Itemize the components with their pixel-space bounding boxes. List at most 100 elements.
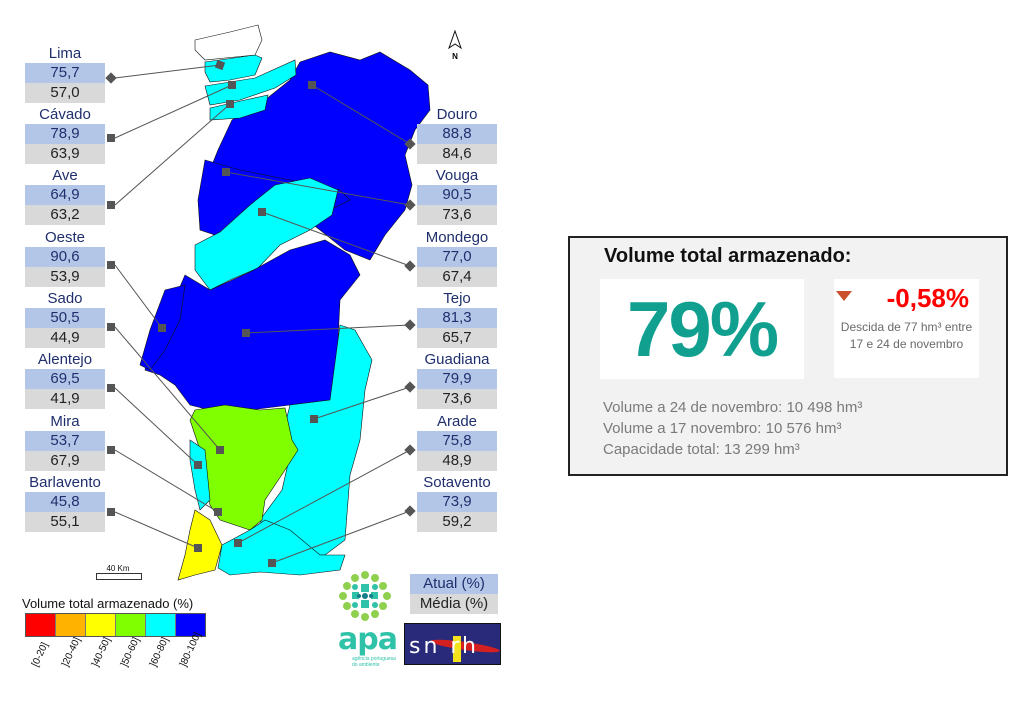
down-arrow-icon: [836, 291, 852, 301]
apa-logo-subtitle: agência portuguesa do ambiente: [352, 656, 396, 668]
basin-average: 44,9: [25, 328, 105, 348]
scale-bar-graphic: [96, 573, 142, 580]
basin-name: Oeste: [44, 229, 86, 246]
basin-label-douro: Douro 88,8 84,6: [417, 106, 497, 164]
basin-label-sado: Sado 50,5 44,9: [25, 290, 105, 348]
basin-current: 64,9: [25, 185, 105, 205]
change-description: Descida de 77 hm³ entre 17 e 24 de novem…: [840, 320, 973, 351]
legend-label: ]50-60]: [119, 635, 143, 669]
apa-logo-icon: [339, 571, 391, 621]
total-capacity: Capacidade total: 13 299 hm³: [603, 441, 800, 458]
legend-title: Volume total armazenado (%): [22, 596, 194, 611]
basin-current: 77,0: [417, 247, 497, 267]
basin-label-sotavento: Sotavento 73,9 59,2: [417, 474, 497, 532]
basin-current: 78,9: [25, 124, 105, 144]
basin-average: 84,6: [417, 144, 497, 164]
basin-label-ave: Ave 64,9 63,2: [25, 167, 105, 225]
basin-average: 48,9: [417, 451, 497, 471]
volume-previous: Volume a 17 novembro: 10 576 hm³: [603, 420, 842, 437]
basin-average: 67,4: [417, 267, 497, 287]
basin-current: 90,6: [25, 247, 105, 267]
basin-name: Tejo: [443, 290, 471, 307]
basin-cavado: [204, 59, 297, 106]
basin-average: 65,7: [417, 328, 497, 348]
north-label: N: [452, 52, 458, 61]
legend-swatch-20-40: [56, 614, 86, 636]
basin-current: 53,7: [25, 431, 105, 451]
legend-color-bar: [25, 613, 206, 637]
basin-label-mondego: Mondego 77,0 67,4: [417, 229, 497, 287]
snirh-logo: sn rh: [404, 623, 501, 665]
key-average: Média (%): [410, 594, 498, 614]
basin-average: 59,2: [417, 512, 497, 532]
apa-sub-line1: agência portuguesa: [352, 656, 396, 662]
scale-bar: 40 Km: [96, 564, 142, 580]
basin-average: 73,6: [417, 205, 497, 225]
total-percentage-box: 79%: [600, 279, 804, 379]
legend-label: ]60-80]: [148, 635, 172, 669]
portugal-basin-map: [105, 24, 431, 581]
summary-title: Volume total armazenado:: [604, 245, 852, 267]
basin-name: Sado: [47, 290, 83, 307]
basin-label-guadiana: Guadiana 79,9 73,6: [417, 351, 497, 409]
legend-swatch-50-60: [116, 614, 146, 636]
basin-label-oeste: Oeste 90,6 53,9: [25, 229, 105, 287]
basin-name: Mira: [50, 413, 80, 430]
basin-arade-sotavento: [217, 519, 346, 576]
basin-name: Cávado: [39, 106, 91, 123]
basin-label-alentejo: Alentejo 69,5 41,9: [25, 351, 105, 409]
basin-average: 57,0: [25, 83, 105, 103]
basin-average: 73,6: [417, 389, 497, 409]
basin-current: 69,5: [25, 369, 105, 389]
basin-label-tejo: Tejo 81,3 65,7: [417, 290, 497, 348]
basin-name: Lima: [48, 45, 82, 62]
basin-average: 63,9: [25, 144, 105, 164]
basin-name: Barlavento: [29, 474, 101, 491]
basin-current: 81,3: [417, 308, 497, 328]
change-percentage: -0,58%: [886, 283, 969, 313]
map-key: Atual (%) Média (%): [410, 574, 498, 614]
legend-label: ]40-50]: [90, 635, 114, 669]
basin-current: 73,9: [417, 492, 497, 512]
legend-swatch-0-20: [26, 614, 56, 636]
basin-name: Alentejo: [37, 351, 93, 368]
basin-current: 50,5: [25, 308, 105, 328]
change-box: -0,58% Descida de 77 hm³ entre 17 e 24 d…: [834, 279, 979, 378]
basin-current: 88,8: [417, 124, 497, 144]
basin-ave: [209, 94, 269, 121]
basin-minho: [194, 24, 263, 61]
basin-current: 90,5: [417, 185, 497, 205]
apa-logo-text: apa: [338, 622, 398, 657]
summary-panel: Volume total armazenado: 79% -0,58% Desc…: [568, 236, 1008, 476]
basin-name: Vouga: [435, 167, 479, 184]
basin-label-arade: Arade 75,8 48,9: [417, 413, 497, 471]
basin-label-mira: Mira 53,7 67,9: [25, 413, 105, 471]
basin-label-vouga: Vouga 90,5 73,6: [417, 167, 497, 225]
basin-name: Sotavento: [423, 474, 491, 491]
scale-label: 40 Km: [106, 564, 130, 573]
north-arrow: N: [448, 29, 462, 61]
volume-details: Volume a 24 de novembro: 10 498 hm³ Volu…: [603, 397, 862, 460]
legend-swatch-80-100: [176, 614, 205, 636]
basin-name: Mondego: [425, 229, 489, 246]
basin-label-cavado: Cávado 78,9 63,9: [25, 106, 105, 164]
basin-name: Arade: [436, 413, 478, 430]
total-percentage: 79%: [626, 284, 779, 373]
basin-average: 41,9: [25, 389, 105, 409]
basin-label-barlavento: Barlavento 45,8 55,1: [25, 474, 105, 532]
volume-current: Volume a 24 de novembro: 10 498 hm³: [603, 399, 863, 416]
legend-swatch-40-50: [86, 614, 116, 636]
basin-current: 45,8: [25, 492, 105, 512]
basin-average: 67,9: [25, 451, 105, 471]
key-current: Atual (%): [410, 574, 498, 594]
basin-name: Douro: [436, 106, 478, 123]
basin-current: 75,7: [25, 63, 105, 83]
apa-sub-line2: do ambiente: [352, 662, 380, 668]
north-arrow-icon: [448, 29, 462, 50]
legend-swatch-60-80: [146, 614, 176, 636]
basin-name: Guadiana: [424, 351, 490, 368]
basin-average: 55,1: [25, 512, 105, 532]
basin-name: Ave: [52, 167, 78, 184]
basin-alentejo: [189, 439, 211, 511]
legend-label: [0-20]: [30, 640, 51, 669]
